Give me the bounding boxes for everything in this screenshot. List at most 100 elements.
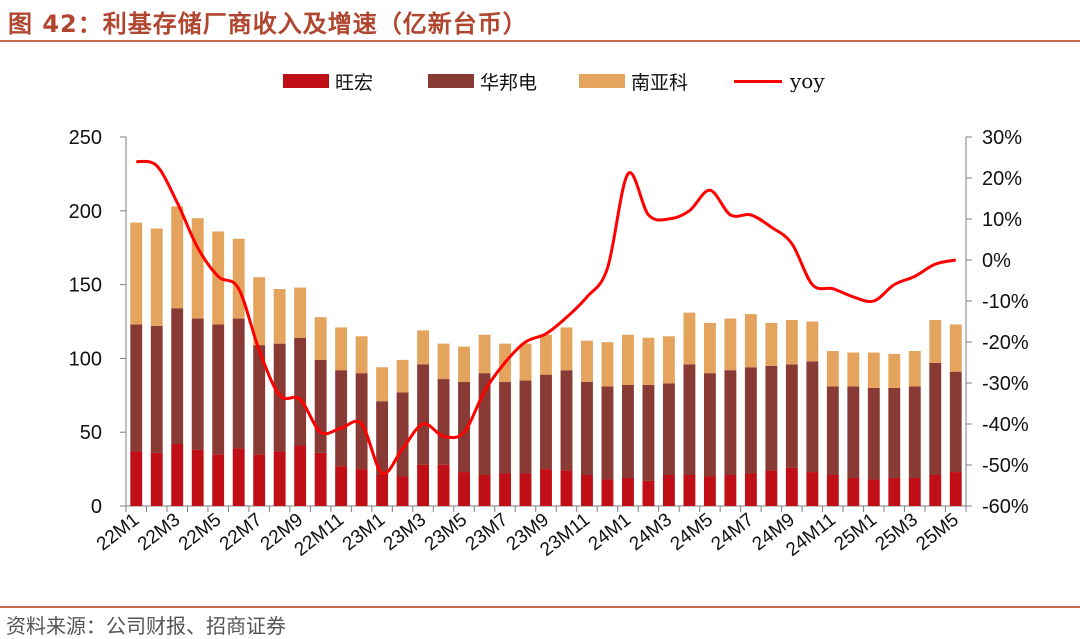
bar-huabang (601, 386, 614, 480)
bar-wanghong (499, 473, 511, 506)
bar-wanghong (130, 451, 143, 506)
bar-nanya (560, 327, 573, 371)
bar-nanya (478, 334, 491, 374)
x-axis-tick-label: 23M3 (380, 509, 430, 555)
legend-label-yoy: yoy (790, 69, 825, 93)
left-axis-tick-label: 150 (69, 275, 102, 297)
bar-huabang (150, 325, 163, 453)
bar-nanya (417, 330, 430, 365)
legend-swatch-wanghong (283, 74, 329, 88)
bar-nanya (724, 318, 737, 371)
bar-nanya (253, 277, 266, 346)
bar-wanghong (929, 475, 942, 506)
bar-huabang (622, 384, 634, 478)
bar-nanya (888, 353, 901, 388)
bar-huabang (847, 386, 860, 478)
bar-nanya (273, 289, 286, 344)
bar-huabang (703, 373, 716, 477)
bar-wanghong (540, 469, 552, 506)
bar-huabang (581, 382, 593, 476)
bar-huabang (232, 318, 245, 449)
bar-huabang (314, 359, 327, 453)
x-axis-tick-label: 24M7 (708, 509, 758, 555)
bar-wanghong (601, 479, 614, 506)
bar-wanghong (458, 472, 470, 506)
legend-swatch-nanya (579, 74, 625, 88)
bar-wanghong (622, 477, 634, 506)
x-axis-tick-label: 22M5 (175, 509, 225, 555)
x-axis-tick-label: 24M1 (585, 509, 635, 555)
bar-wanghong (560, 470, 573, 506)
bar-nanya (765, 322, 778, 366)
x-axis-tick-label: 23M7 (462, 509, 512, 555)
bar-huabang (560, 370, 573, 471)
x-axis-tick-label: 25M5 (912, 509, 962, 555)
bar-nanya (929, 320, 942, 363)
bar-wanghong (191, 449, 204, 506)
bar-nanya (949, 324, 962, 372)
title-divider (0, 40, 1080, 42)
bar-wanghong (150, 452, 163, 506)
page-title: 图 42：利基存储厂商收入及增速（亿新台币） (8, 10, 528, 38)
right-axis-tick-label: -10% (982, 291, 1029, 313)
bar-wanghong (437, 464, 450, 506)
bar-wanghong (806, 472, 819, 506)
left-axis-tick-label: 0 (91, 496, 102, 518)
bar-huabang (417, 364, 430, 465)
bar-wanghong (785, 467, 798, 506)
bar-wanghong (847, 477, 860, 506)
bar-huabang (191, 318, 204, 450)
bar-nanya (601, 342, 614, 387)
bar-wanghong (826, 475, 839, 506)
bar-huabang (519, 380, 532, 474)
bar-huabang (888, 387, 901, 478)
bar-nanya (294, 287, 307, 338)
right-axis-tick-label: -20% (982, 332, 1029, 354)
bar-nanya (744, 314, 757, 368)
bar-nanya (622, 334, 634, 385)
bar-wanghong (396, 476, 409, 506)
bar-huabang (540, 374, 552, 470)
bar-wanghong (273, 451, 286, 506)
bar-huabang (130, 324, 143, 452)
bar-nanya (540, 334, 552, 375)
footer-divider (0, 606, 1080, 608)
left-axis-tick-label: 200 (69, 201, 102, 223)
right-axis-tick-label: -40% (982, 414, 1029, 436)
bar-huabang (273, 343, 286, 452)
bar-huabang (949, 371, 962, 473)
bar-nanya (867, 352, 880, 388)
bar-huabang (335, 370, 348, 467)
bar-nanya (847, 352, 860, 387)
bar-huabang (867, 387, 880, 480)
legend-label-wanghong: 旺宏 (335, 71, 374, 94)
x-axis-tick-label: 22M3 (134, 509, 184, 555)
bar-wanghong (294, 445, 307, 506)
bar-huabang (929, 362, 942, 476)
left-axis-tick-label: 100 (69, 348, 102, 370)
bar-huabang (499, 382, 511, 474)
bar-wanghong (703, 476, 716, 506)
right-axis-tick-label: -60% (982, 496, 1029, 518)
chart-legend: 旺宏 华邦电 南亚科 yoy (0, 68, 1080, 94)
bar-nanya (519, 343, 532, 381)
legend-swatch-huabang (428, 74, 474, 88)
x-axis-tick-label: 23M1 (339, 509, 389, 555)
right-axis-tick-label: 30% (982, 127, 1022, 149)
bar-wanghong (376, 475, 389, 506)
bar-nanya (396, 359, 409, 393)
bar-nanya (171, 206, 184, 309)
bar-wanghong (314, 452, 327, 506)
right-axis-tick-label: 0% (982, 250, 1011, 272)
x-axis-tick-label: 22M7 (216, 509, 266, 555)
bar-huabang (806, 361, 819, 473)
bar-huabang (376, 401, 389, 476)
bar-nanya (130, 222, 143, 325)
bar-huabang (396, 392, 409, 477)
bar-huabang (171, 308, 184, 445)
x-axis-tick-label: 25M3 (871, 509, 921, 555)
revenue-yoy-chart: 0 50 100 150 200 250 -60% -50% -40% -30% -20% -10% 0… (69, 127, 1029, 561)
x-axis-tick-label: 25M1 (830, 509, 880, 555)
bar-wanghong (683, 475, 696, 506)
legend-item-wanghong: 旺宏 (283, 68, 373, 94)
